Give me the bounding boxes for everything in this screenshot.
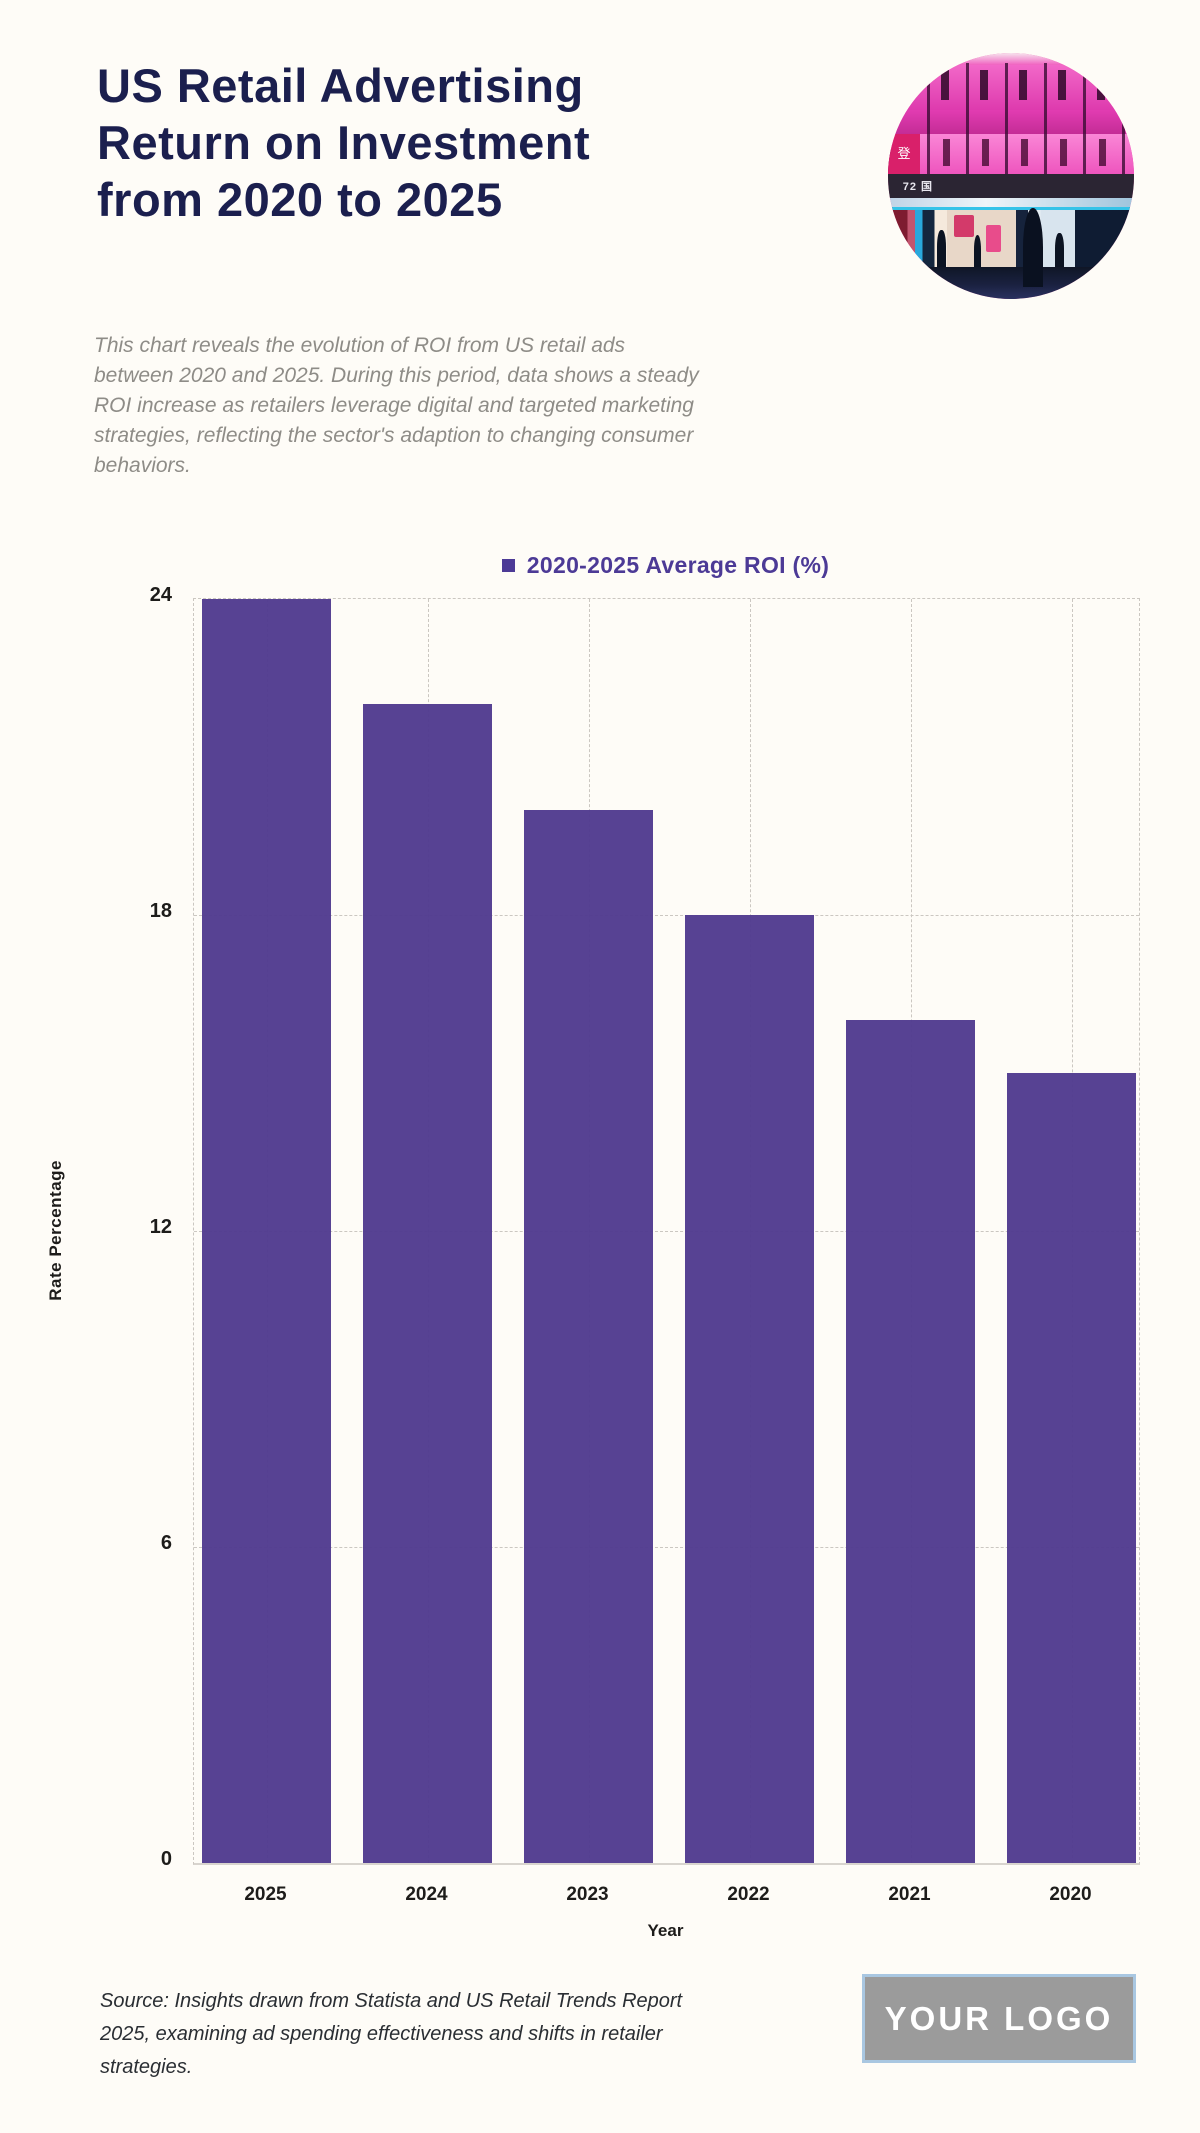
legend-swatch-icon — [501, 558, 515, 572]
x-tick-label: 2024 — [405, 1884, 448, 1905]
y-tick-label: 0 — [160, 1848, 172, 1870]
legend-label: 2020-2025 Average ROI (%) — [526, 551, 830, 578]
y-tick-label: 24 — [149, 584, 172, 606]
photo-awning-strip — [888, 198, 1134, 207]
photo-walking-person-silhouette — [1023, 207, 1043, 287]
photo-mannequins-row-2 — [888, 139, 1134, 167]
bar-2022 — [685, 915, 814, 1863]
y-axis-title-text: Rate Percentage — [46, 1159, 65, 1301]
photo-facade-band: 72 国 — [888, 173, 1134, 199]
title-line: from 2020 to 2025 — [97, 173, 503, 226]
x-tick-label: 2021 — [888, 1884, 931, 1905]
photo-storefront — [888, 206, 1134, 268]
y-tick-label: 12 — [149, 1216, 172, 1238]
photo-merchandise — [986, 225, 1002, 253]
bar-2023 — [524, 809, 653, 1863]
gridline-horizontal — [194, 915, 1139, 916]
bar-2020 — [1007, 1073, 1136, 1863]
photo-sky-glow — [888, 53, 1134, 66]
hero-image: 登 72 国 — [888, 53, 1134, 299]
photo-neon-sign: 登 — [888, 134, 920, 174]
source-note: Source: Insights drawn from Statista and… — [100, 1990, 683, 2078]
plot-area — [193, 598, 1140, 1865]
bar-2024 — [363, 704, 492, 1863]
x-tick-label: 2022 — [727, 1884, 770, 1905]
photo-cyan-edge — [888, 206, 1134, 211]
y-axis-title: Rate Percentage — [28, 598, 84, 1862]
logo-placeholder: YOUR LOGO — [862, 1974, 1136, 2063]
y-tick-label: 18 — [149, 900, 172, 922]
x-tick-label: 2020 — [1049, 1884, 1092, 1905]
chart-legend: 2020-2025 Average ROI (%) — [193, 548, 1138, 582]
gridline-horizontal — [194, 1547, 1139, 1548]
page-title: US Retail Advertising Return on Investme… — [97, 57, 797, 228]
photo-pavement — [888, 267, 1134, 299]
x-tick-label: 2023 — [566, 1884, 609, 1905]
y-tick-label: 6 — [160, 1532, 172, 1554]
bar-2025 — [202, 599, 331, 1863]
chart-description: This chart reveals the evolution of ROI … — [94, 334, 699, 477]
photo-merchandise — [954, 215, 975, 238]
bar-2021 — [846, 1020, 975, 1863]
photo-mannequins-row-1 — [888, 70, 1134, 100]
x-tick-label: 2025 — [244, 1884, 287, 1905]
photo-shopper-silhouette — [937, 230, 946, 267]
title-line: US Retail Advertising — [97, 59, 584, 112]
x-axis-title: Year — [647, 1921, 684, 1940]
photo-shopper-silhouette — [974, 235, 982, 267]
title-line: Return on Investment — [97, 116, 591, 169]
photo-shopper-silhouette — [1055, 232, 1064, 268]
gridline-horizontal — [194, 1231, 1139, 1232]
